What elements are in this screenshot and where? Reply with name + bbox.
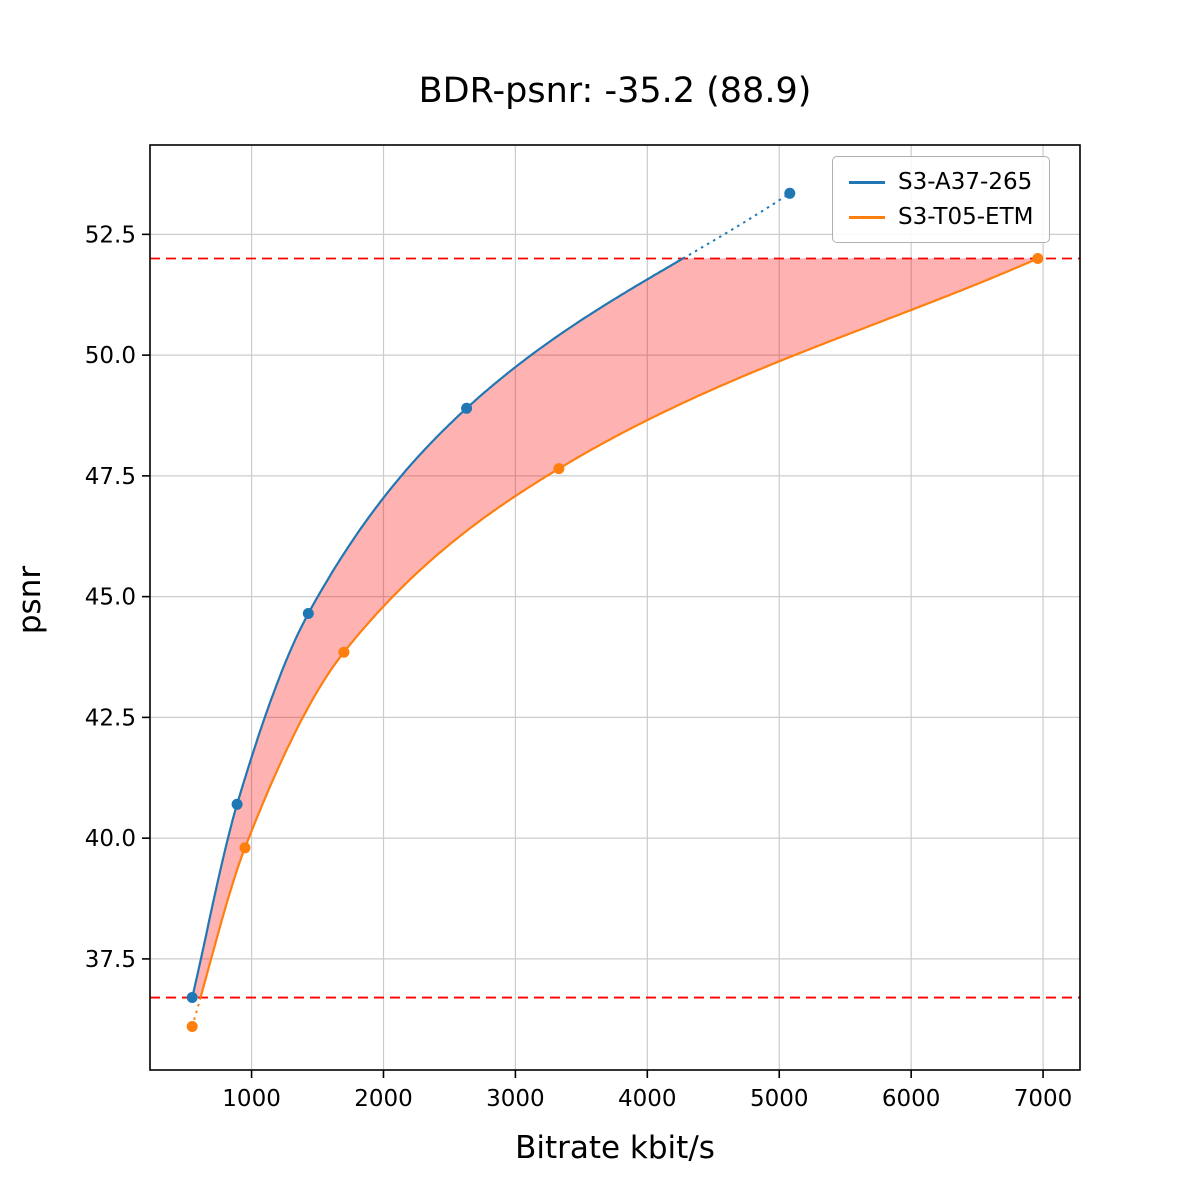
x-tick-label: 3000	[486, 1086, 545, 1112]
x-tick-label: 4000	[618, 1086, 677, 1112]
overlap-bound-hlines	[150, 257, 1080, 999]
y-tick-label: 47.5	[85, 464, 136, 490]
x-tick-label: 6000	[882, 1086, 941, 1112]
marker-series-0	[231, 798, 243, 810]
marker-series-0	[461, 402, 473, 414]
y-tick-label: 50.0	[85, 343, 136, 369]
marker-series-1	[239, 842, 251, 854]
y-tick-label: 40.0	[85, 826, 136, 852]
legend-label-series-0: S3-A37-265	[898, 169, 1033, 195]
legend-line-series-0	[849, 180, 885, 184]
y-tick-label: 45.0	[85, 585, 136, 611]
y-tick-label: 52.5	[85, 222, 136, 248]
data-point-markers	[186, 187, 1044, 1032]
x-tick-label: 1000	[222, 1086, 281, 1112]
series-line-0-dotted	[682, 192, 791, 260]
gridlines	[150, 145, 1080, 1070]
chart-title: BDR-psnr: -35.2 (88.9)	[418, 71, 812, 111]
axes-frame-and-ticks: 1000 2000 3000 4000 5000 6000 7000 37.5 40.0 42.5…	[85, 144, 1081, 1112]
marker-series-0	[784, 187, 796, 199]
y-tick-label: 37.5	[85, 947, 136, 973]
y-axis-label: psnr	[12, 565, 48, 635]
marker-series-0	[302, 608, 314, 619]
bd-shaded-region	[192, 258, 1038, 998]
x-tick-label: 7000	[1014, 1086, 1073, 1112]
series-line-1-solid	[199, 257, 1039, 998]
series-line-1-dotted	[191, 997, 202, 1027]
legend: S3-A37-265 S3-T05-ETM	[832, 156, 1051, 243]
marker-series-1	[553, 463, 565, 475]
x-tick-label: 2000	[354, 1086, 413, 1112]
marker-series-1	[186, 1021, 198, 1032]
y-tick-label: 42.5	[85, 705, 136, 731]
series-line-0-solid	[191, 257, 684, 998]
legend-label-series-1: S3-T05-ETM	[898, 204, 1034, 230]
legend-item: S3-A37-265	[849, 169, 1033, 195]
x-axis-label: Bitrate kbit/s	[515, 1130, 715, 1166]
rd-curves	[191, 192, 1039, 1027]
x-tick-label: 5000	[750, 1086, 809, 1112]
marker-series-1	[338, 646, 350, 658]
marker-series-0	[186, 992, 198, 1003]
marker-series-1	[1032, 253, 1044, 264]
legend-line-series-1	[849, 215, 885, 219]
legend-item: S3-T05-ETM	[849, 204, 1033, 230]
